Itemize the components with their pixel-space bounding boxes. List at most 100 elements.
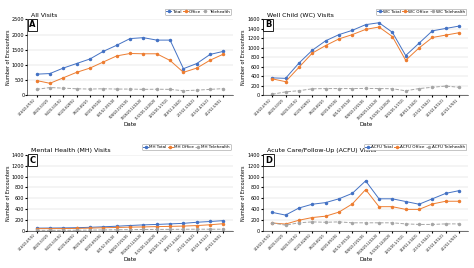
WC Telehealth (363, 87, 368, 90)
MH Office (194, 224, 200, 227)
Legend: WC Total, WC Office, WC Telehealth: WC Total, WC Office, WC Telehealth (376, 9, 466, 15)
Total (127, 37, 133, 40)
Office (127, 52, 133, 55)
Total (167, 39, 173, 42)
Office (114, 54, 119, 58)
MH Office (100, 226, 106, 229)
ACFU Office (429, 202, 435, 206)
WC Total (323, 39, 328, 42)
ACFU Telehealth (429, 223, 435, 226)
Text: A: A (29, 20, 36, 29)
WC Total (403, 54, 409, 57)
WC Office (296, 66, 302, 69)
MH Office (114, 226, 119, 229)
ACFU Total (416, 203, 422, 206)
MH Telehealth (140, 228, 146, 231)
Telehealth (194, 88, 200, 92)
Line: Office: Office (36, 53, 225, 84)
WC Total (310, 49, 315, 52)
WC Total (283, 77, 288, 80)
ACFU Total (376, 197, 382, 200)
WC Office (323, 44, 328, 47)
Line: ACFU Total: ACFU Total (271, 180, 460, 216)
MH Telehealth (194, 228, 200, 231)
Line: ACFU Telehealth: ACFU Telehealth (271, 221, 460, 226)
Text: C: C (29, 155, 36, 165)
MH Total (140, 223, 146, 226)
Text: Acute Care/Follow-Up (ACFU) Visits: Acute Care/Follow-Up (ACFU) Visits (263, 148, 376, 153)
MH Office (167, 225, 173, 228)
Text: Mental Health (MH) Visits: Mental Health (MH) Visits (27, 148, 111, 153)
MH Total (47, 226, 53, 230)
Telehealth (100, 87, 106, 90)
ACFU Total (310, 203, 315, 206)
WC Telehealth (336, 87, 342, 90)
Telehealth (154, 88, 160, 91)
WC Office (283, 80, 288, 83)
ACFU Telehealth (283, 224, 288, 227)
MH Office (47, 227, 53, 230)
MH Total (194, 221, 200, 224)
Telehealth (47, 86, 53, 89)
ACFU Total (323, 201, 328, 204)
MH Office (207, 223, 213, 226)
Total (100, 50, 106, 53)
Telehealth (220, 87, 226, 90)
Telehealth (127, 87, 133, 91)
Telehealth (34, 88, 39, 91)
WC Total (390, 31, 395, 34)
ACFU Office (323, 215, 328, 218)
WC Office (443, 34, 448, 37)
Line: Total: Total (36, 37, 225, 75)
ACFU Telehealth (416, 223, 422, 226)
Telehealth (140, 88, 146, 91)
Line: Telehealth: Telehealth (36, 87, 225, 92)
MH Telehealth (60, 229, 66, 232)
ACFU Office (336, 210, 342, 214)
ACFU Total (283, 214, 288, 217)
ACFU Total (429, 197, 435, 200)
Y-axis label: Number of Encounters: Number of Encounters (241, 165, 246, 221)
ACFU Telehealth (323, 221, 328, 224)
Telehealth (167, 88, 173, 91)
MH Telehealth (100, 228, 106, 232)
ACFU Office (283, 222, 288, 226)
MH Total (74, 226, 80, 229)
Legend: ACFU Total, ACFU Office, ACFU Telehealth: ACFU Total, ACFU Office, ACFU Telehealth (364, 144, 466, 150)
MH Total (87, 226, 93, 229)
WC Telehealth (269, 93, 275, 96)
WC Telehealth (403, 89, 409, 92)
X-axis label: Date: Date (123, 258, 137, 262)
MH Telehealth (127, 228, 133, 231)
ACFU Office (349, 202, 355, 206)
Office (220, 53, 226, 56)
WC Office (336, 37, 342, 40)
WC Telehealth (296, 89, 302, 92)
WC Telehealth (376, 87, 382, 90)
Text: Well Child (WC) Visits: Well Child (WC) Visits (263, 13, 334, 18)
ACFU Office (269, 221, 275, 225)
ACFU Office (390, 205, 395, 208)
ACFU Total (363, 179, 368, 183)
MH Office (127, 226, 133, 229)
Total (140, 36, 146, 39)
ACFU Office (416, 208, 422, 211)
Total (87, 57, 93, 61)
Y-axis label: Number of Encounters: Number of Encounters (241, 30, 246, 85)
Office (140, 52, 146, 55)
WC Office (429, 36, 435, 39)
Office (194, 66, 200, 70)
MH Office (74, 227, 80, 230)
MH Total (34, 226, 39, 230)
MH Telehealth (87, 229, 93, 232)
WC Total (336, 33, 342, 36)
MH Office (60, 227, 66, 230)
X-axis label: Date: Date (123, 122, 137, 127)
MH Total (114, 225, 119, 228)
WC Office (390, 35, 395, 38)
Line: MH Telehealth: MH Telehealth (36, 228, 225, 232)
Office (154, 52, 160, 55)
MH Telehealth (34, 229, 39, 232)
WC Total (269, 76, 275, 80)
Line: MH Total: MH Total (36, 219, 225, 229)
